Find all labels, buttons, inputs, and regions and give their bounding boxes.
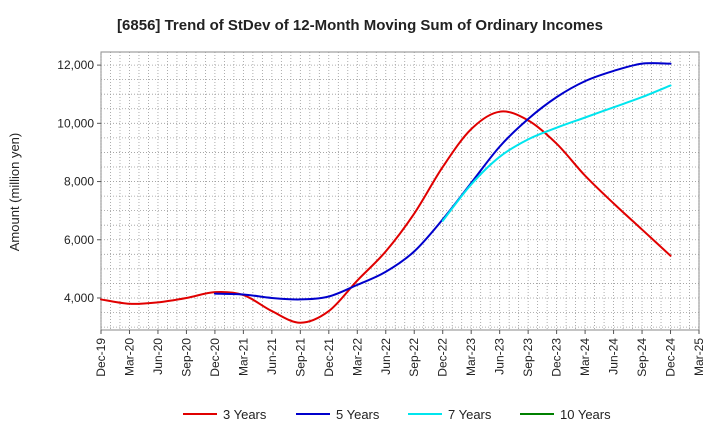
x-tick-label: Sep-23 — [521, 338, 535, 377]
x-tick-label: Mar-23 — [464, 338, 478, 376]
chart-title: [6856] Trend of StDev of 12-Month Moving… — [117, 17, 603, 34]
x-tick-label: Sep-21 — [293, 338, 307, 377]
y-tick-label: 12,000 — [57, 58, 94, 72]
plot-area — [100, 51, 700, 331]
series-lines — [100, 62, 672, 324]
series-line-3-years — [100, 110, 672, 324]
x-tick-label: Dec-19 — [94, 338, 108, 377]
x-tick-label: Jun-20 — [151, 338, 165, 375]
x-tick-label: Jun-21 — [265, 338, 279, 375]
y-axis-label: Amount (million yen) — [7, 133, 22, 252]
legend-label-10-years: 10 Years — [560, 407, 611, 422]
x-tick-label: Sep-22 — [407, 338, 421, 377]
x-tick-label: Sep-20 — [179, 338, 193, 377]
y-tick-label: 4,000 — [64, 291, 94, 305]
x-axis-ticks: Dec-19 Mar-20 Jun-20 Sep-20 Dec-20 Mar-21 Jun-… — [94, 330, 706, 377]
x-tick-label: Dec-22 — [436, 338, 450, 377]
x-tick-label: Mar-22 — [350, 338, 364, 376]
legend-label-3-years: 3 Years — [223, 407, 267, 422]
x-tick-label: Mar-21 — [236, 338, 250, 376]
legend: 3 Years 5 Years 7 Years 10 Years — [183, 407, 611, 422]
series-line-7-years — [441, 84, 672, 222]
x-tick-label: Dec-24 — [664, 338, 678, 377]
legend-label-7-years: 7 Years — [448, 407, 492, 422]
x-tick-label: Jun-23 — [493, 338, 507, 375]
x-tick-label: Mar-20 — [122, 338, 136, 376]
legend-label-5-years: 5 Years — [336, 407, 380, 422]
x-tick-label: Sep-24 — [635, 338, 649, 377]
x-tick-label: Dec-21 — [322, 338, 336, 377]
y-tick-label: 10,000 — [57, 116, 94, 130]
x-tick-label: Mar-25 — [692, 338, 706, 376]
x-tick-label: Dec-20 — [208, 338, 222, 377]
y-tick-label: 6,000 — [64, 233, 94, 247]
y-tick-label: 8,000 — [64, 175, 94, 189]
gridlines — [100, 52, 700, 330]
x-tick-label: Dec-23 — [550, 338, 564, 377]
x-tick-label: Mar-24 — [578, 338, 592, 376]
y-axis-ticks: 4,000 6,000 8,000 10,000 12,000 — [57, 58, 101, 305]
x-tick-label: Jun-22 — [379, 338, 393, 375]
x-tick-label: Jun-24 — [607, 338, 621, 375]
